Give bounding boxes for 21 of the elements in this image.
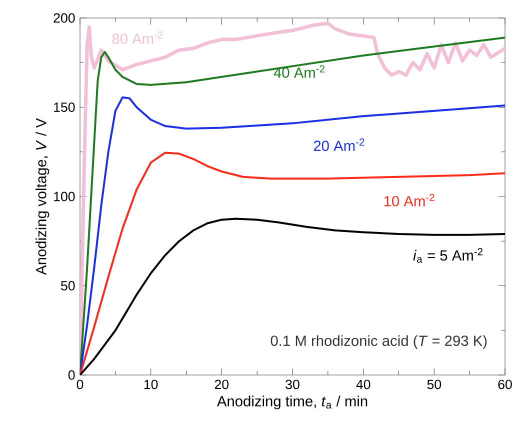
y-tick-label: 200 bbox=[54, 13, 75, 23]
y-tick-label: 50 bbox=[61, 281, 75, 290]
line-series bbox=[80, 218, 506, 375]
y-axis-title: Anodizing voltage, V / V bbox=[36, 118, 50, 275]
x-tick-label: 20 bbox=[214, 380, 229, 390]
line-series bbox=[80, 152, 506, 375]
annotation: 0.1 M rhodizonic acid (T = 293 K) bbox=[270, 335, 487, 349]
x-tick-label: 60 bbox=[498, 380, 512, 390]
x-axis-title: Anodizing time, t$_{a}$ / min bbox=[216, 396, 368, 410]
x-tick-label: 10 bbox=[144, 380, 158, 390]
x-tick-label: 50 bbox=[427, 380, 442, 390]
y-tick-label: 150 bbox=[54, 102, 75, 112]
series-label: 20 Am$^{-2}$ bbox=[314, 138, 364, 152]
series-label: i$_{a}$ = 5 Am$^{-2}$ bbox=[413, 248, 482, 263]
x-tick-label: 0 bbox=[76, 380, 84, 390]
x-tick-label: 40 bbox=[356, 380, 370, 390]
series-label: 10 Am$^{-2}$ bbox=[384, 194, 434, 206]
y-tick-label: 100 bbox=[54, 192, 75, 202]
x-tick-label: 30 bbox=[286, 380, 300, 390]
y-tick-label: 0 bbox=[68, 370, 75, 380]
series-label: 80 Am$^{-2}$ bbox=[112, 31, 163, 44]
